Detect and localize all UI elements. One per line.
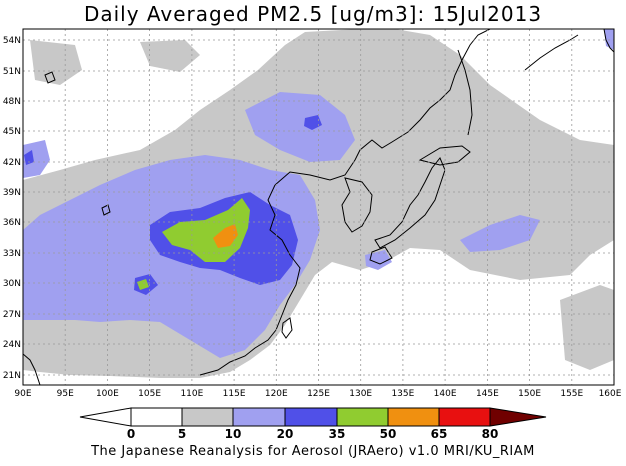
lat-tick-label: 21N: [3, 371, 21, 381]
colorbar-label: 20: [277, 427, 294, 441]
lon-tick-label: 160E: [599, 389, 622, 399]
lat-tick-label: 54N: [3, 36, 21, 46]
colorbar-under-triangle: [79, 407, 132, 427]
lat-tick-label: 36N: [3, 218, 21, 228]
lon-tick-label: 105E: [138, 389, 161, 399]
colorbar-segment: [387, 407, 440, 427]
lon-tick-label: 95E: [57, 389, 74, 399]
colorbar-segment: [438, 407, 491, 427]
colorbar-segment: [336, 407, 389, 427]
colorbar-labels: 0 5 10 20 35 50 65 80: [127, 427, 499, 441]
pm25-level-50-65: [213, 224, 238, 248]
footer-credit: The Japanese Reanalysis for Aerosol (JRA…: [91, 444, 535, 459]
lon-tick-label: 100E: [96, 389, 119, 399]
lat-tick-label: 51N: [3, 67, 21, 77]
lat-tick-label: 27N: [3, 310, 21, 320]
colorbar-label: 35: [329, 427, 346, 441]
lat-ticks: 54N 51N 48N 45N 42N 39N 36N 33N 30N 27N …: [3, 36, 21, 381]
colorbar: [79, 407, 547, 427]
lon-ticks: 90E 95E 100E 105E 110E 115E 120E 125E 13…: [14, 389, 621, 399]
colorbar-label: 0: [127, 427, 135, 441]
colorbar-segment: [181, 407, 234, 427]
lat-tick-label: 33N: [3, 249, 21, 259]
map-frame: [22, 28, 615, 386]
lon-tick-label: 115E: [223, 389, 246, 399]
gridlines: [23, 29, 614, 385]
lat-tick-label: 24N: [3, 340, 21, 350]
lon-tick-label: 130E: [349, 389, 372, 399]
colorbar-segment: [232, 407, 286, 427]
lat-tick-label: 48N: [3, 97, 21, 107]
lon-tick-label: 145E: [476, 389, 499, 399]
colorbar-label: 80: [482, 427, 499, 441]
lon-tick-label: 150E: [518, 389, 541, 399]
colorbar-label: 10: [225, 427, 242, 441]
lon-tick-label: 155E: [560, 389, 583, 399]
lat-tick-label: 42N: [3, 158, 21, 168]
lon-tick-label: 110E: [180, 389, 203, 399]
colorbar-label: 65: [431, 427, 448, 441]
colorbar-label: 50: [380, 427, 397, 441]
lat-tick-label: 39N: [3, 188, 21, 198]
colorbar-over-triangle: [489, 407, 547, 427]
lon-tick-label: 120E: [265, 389, 288, 399]
colorbar-segment: [130, 407, 183, 427]
colorbar-label: 5: [178, 427, 186, 441]
lon-tick-label: 140E: [434, 389, 457, 399]
lon-tick-label: 125E: [307, 389, 330, 399]
lat-tick-label: 45N: [3, 127, 21, 137]
colorbar-segment: [284, 407, 338, 427]
lat-tick-label: 30N: [3, 279, 21, 289]
lon-tick-label: 90E: [14, 389, 31, 399]
map-title: Daily Averaged PM2.5 [ug/m3]: 15Jul2013: [83, 2, 543, 26]
lon-tick-label: 135E: [391, 389, 414, 399]
